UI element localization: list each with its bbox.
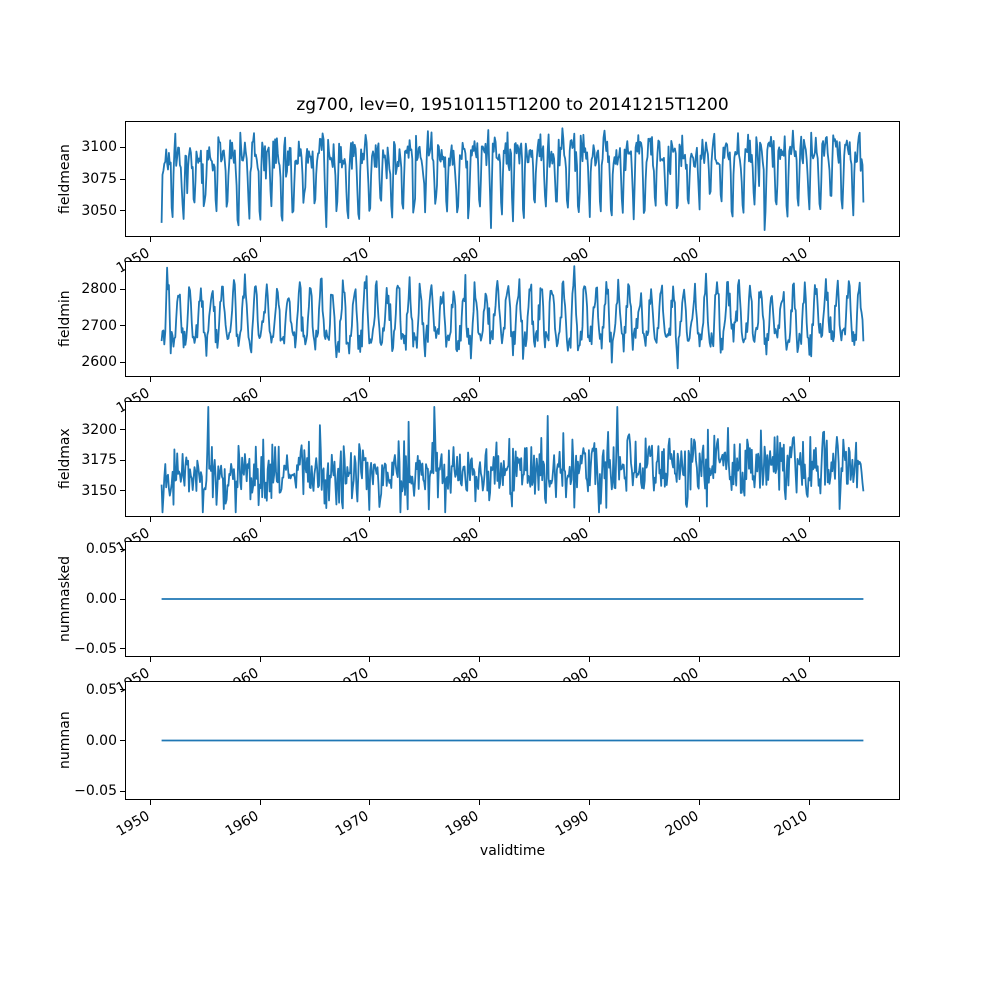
- y-tick-mark: [120, 790, 125, 792]
- x-tick-mark: [698, 237, 700, 242]
- x-tick-mark: [259, 517, 261, 522]
- x-tick-mark: [369, 237, 371, 242]
- y-axis-label-fieldmin: fieldmin: [57, 290, 73, 348]
- subplot-fieldmax: fieldmax 3150317532001950196019701980199…: [57, 401, 900, 557]
- line-series-fieldmean: [160, 127, 865, 231]
- x-tick-label: 1970: [332, 808, 372, 840]
- x-tick-mark: [149, 377, 151, 382]
- x-tick-mark: [588, 657, 590, 662]
- y-tick-mark: [120, 429, 125, 431]
- y-tick-label: 3150: [81, 482, 117, 499]
- x-tick-label: 1950: [113, 808, 153, 840]
- x-tick-mark: [149, 657, 151, 662]
- x-tick-mark: [369, 657, 371, 662]
- line-series-numnan: [161, 739, 864, 742]
- x-tick-mark: [149, 237, 151, 242]
- x-tick-label: 2000: [662, 808, 702, 840]
- line-series-fieldmax: [160, 406, 865, 514]
- x-tick-mark: [149, 517, 151, 522]
- x-tick-mark: [149, 800, 151, 805]
- y-tick-label: 0.05: [85, 541, 117, 558]
- x-tick-mark: [698, 517, 700, 522]
- y-tick-mark: [120, 361, 125, 363]
- y-tick-mark: [120, 146, 125, 148]
- y-axis-label-fieldmax: fieldmax: [57, 428, 73, 490]
- x-tick-mark: [808, 657, 810, 662]
- y-tick-mark: [120, 178, 125, 180]
- x-tick-mark: [698, 377, 700, 382]
- y-tick-mark: [120, 325, 125, 327]
- y-tick-label: 3050: [81, 202, 117, 219]
- x-axis-label: validtime: [479, 843, 546, 859]
- y-tick-mark: [120, 288, 125, 290]
- y-tick-label: 0.00: [85, 732, 117, 749]
- x-tick-mark: [698, 800, 700, 805]
- line-series-fieldmin: [160, 265, 865, 370]
- x-tick-label: 1990: [552, 808, 592, 840]
- y-axis-label-nummasked: nummasked: [57, 556, 73, 643]
- x-tick-mark: [698, 657, 700, 662]
- y-tick-label: −0.05: [74, 783, 117, 800]
- y-axis-label-numnan: numnan: [57, 711, 73, 770]
- x-tick-mark: [808, 237, 810, 242]
- y-tick-label: 3200: [81, 421, 117, 438]
- x-tick-mark: [259, 237, 261, 242]
- x-tick-mark: [259, 657, 261, 662]
- subplot-numnan: numnan −0.05 0.00 0.05 1950 1960 1970 1980 1990…: [57, 681, 900, 840]
- x-tick-mark: [259, 800, 261, 805]
- y-tick-mark: [120, 598, 125, 600]
- y-axis-label-fieldmean: fieldmean: [57, 144, 73, 214]
- x-tick-mark: [588, 517, 590, 522]
- y-tick-label: 2800: [81, 281, 117, 298]
- y-tick-mark: [120, 548, 125, 550]
- y-tick-label: 3175: [81, 452, 117, 469]
- y-tick-mark: [120, 459, 125, 461]
- y-tick-label: 2700: [81, 317, 117, 334]
- y-tick-mark: [120, 648, 125, 650]
- y-tick-label: 3075: [81, 171, 117, 187]
- x-tick-mark: [259, 377, 261, 382]
- x-tick-mark: [808, 377, 810, 382]
- y-tick-mark: [120, 689, 125, 691]
- line-series-nummasked: [161, 598, 864, 600]
- x-tick-mark: [479, 237, 481, 242]
- y-tick-label: 3100: [81, 139, 117, 156]
- x-tick-mark: [369, 800, 371, 805]
- y-tick-label: 2600: [81, 354, 117, 371]
- x-tick-label: 2010: [772, 808, 811, 840]
- x-tick-label: 1960: [223, 808, 262, 840]
- y-tick-mark: [120, 210, 125, 212]
- x-tick-label: 1980: [442, 808, 482, 840]
- x-tick-mark: [588, 237, 590, 242]
- y-tick-label: −0.05: [74, 640, 117, 657]
- x-tick-mark: [588, 800, 590, 805]
- x-tick-mark: [479, 377, 481, 382]
- subplot-fieldmean: fieldmean 305030753100195019601970198019…: [57, 121, 900, 277]
- y-tick-label: 0.05: [85, 681, 117, 698]
- x-tick-mark: [808, 517, 810, 522]
- x-tick-mark: [588, 377, 590, 382]
- y-tick-mark: [120, 740, 125, 741]
- subplot-fieldmin: fieldmin 2600270028001950196019701980199…: [57, 261, 900, 417]
- x-tick-mark: [369, 377, 371, 382]
- x-tick-mark: [479, 800, 481, 805]
- x-tick-mark: [369, 517, 371, 522]
- x-tick-mark: [808, 800, 810, 805]
- x-tick-mark: [479, 657, 481, 662]
- figure-title: zg700, lev=0, 19510115T1200 to 20141215T…: [296, 95, 729, 115]
- y-tick-mark: [120, 490, 125, 491]
- x-tick-mark: [479, 517, 481, 522]
- subplot-nummasked: nummasked −0.050.000.0519501960197019801…: [57, 541, 900, 697]
- y-tick-label: 0.00: [85, 591, 117, 607]
